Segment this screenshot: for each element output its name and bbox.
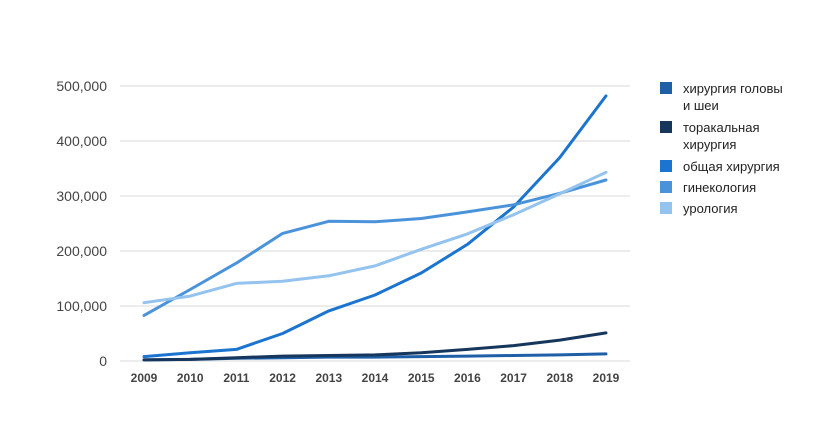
legend-label: хирургия <box>683 137 736 152</box>
series-line-2 <box>142 331 608 362</box>
legend-swatch <box>660 202 672 214</box>
x-tick-label: 2009 <box>131 371 158 385</box>
legend-label: и шеи <box>683 98 719 113</box>
legend-label: торакальная <box>683 120 760 135</box>
legend-label: хирургия головы <box>683 81 783 96</box>
y-tick-label: 400,000 <box>56 133 107 149</box>
x-tick-label: 2014 <box>362 371 389 385</box>
legend-swatch <box>660 121 672 133</box>
x-tick-label: 2015 <box>408 371 435 385</box>
series-line-4 <box>142 178 608 317</box>
y-tick-label: 300,000 <box>56 188 107 204</box>
series-line-5 <box>142 170 608 305</box>
x-tick-label: 2013 <box>315 371 342 385</box>
legend-swatch <box>660 82 672 94</box>
y-tick-label: 100,000 <box>56 298 107 314</box>
x-tick-label: 2019 <box>593 371 620 385</box>
legend-label: урология <box>683 201 738 216</box>
legend-label: гинекология <box>683 180 756 195</box>
x-tick-label: 2010 <box>177 371 204 385</box>
series-line-3 <box>142 94 608 359</box>
x-tick-label: 2016 <box>454 371 481 385</box>
x-tick-label: 2017 <box>500 371 527 385</box>
legend-label: общая хирургия <box>683 159 780 174</box>
y-tick-label: 500,000 <box>56 78 107 94</box>
x-tick-label: 2018 <box>546 371 573 385</box>
x-tick-label: 2011 <box>223 371 249 385</box>
legend-swatch <box>660 181 672 193</box>
y-tick-label: 0 <box>99 353 107 369</box>
x-tick-label: 2012 <box>269 371 296 385</box>
y-tick-label: 200,000 <box>56 243 107 259</box>
legend-swatch <box>660 160 672 172</box>
